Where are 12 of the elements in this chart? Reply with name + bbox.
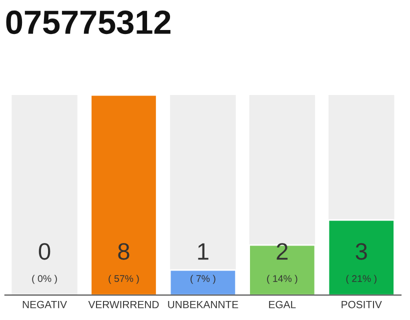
data-label: 3 ( 21% ) — [346, 243, 376, 284]
data-label: 8 ( 57% ) — [108, 243, 139, 284]
data-label: 2 ( 14% ) — [267, 243, 298, 284]
bar — [169, 269, 237, 296]
x-tick-label: POSITIV — [342, 300, 382, 308]
x-tick-label: UNBEKANNTE — [168, 300, 238, 308]
x-tick-label: VERWIRREND — [88, 300, 159, 308]
x-tick-label: NEGATIV — [22, 300, 67, 308]
data-label: 0 ( 0% ) — [32, 243, 57, 284]
data-label: 1 ( 7% ) — [190, 243, 216, 284]
chart-title: 075775312 — [6, 10, 170, 34]
x-tick-label: EGAL — [269, 300, 296, 308]
